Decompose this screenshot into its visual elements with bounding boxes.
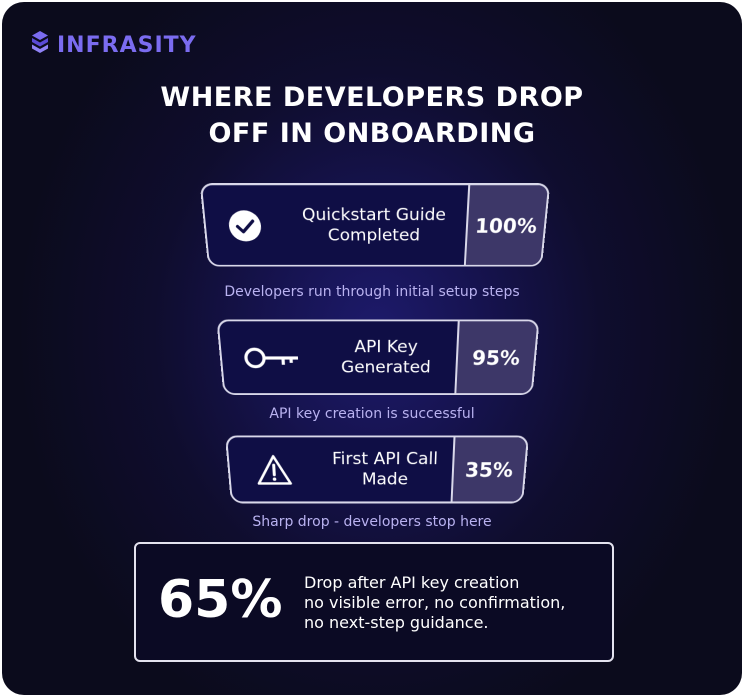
- funnel-stage-api-key: API Key Generated 95%: [216, 319, 540, 396]
- check-circle-icon: [204, 209, 285, 242]
- summary-text: Drop after API key creation no visible e…: [304, 573, 565, 633]
- brand: INFRASITY: [30, 30, 197, 60]
- funnel-stage-first-call: First API Call Made 35%: [224, 435, 530, 504]
- stage-percent: 35%: [450, 437, 527, 502]
- infrasity-logo-icon: [30, 30, 50, 60]
- key-icon: [221, 344, 323, 371]
- stage-percent: 100%: [463, 185, 549, 265]
- stage-caption: API key creation is successful: [269, 406, 475, 422]
- summary-box: 65% Drop after API key creation no visib…: [134, 542, 614, 662]
- stage-percent: 95%: [454, 321, 538, 394]
- stage-caption: Sharp drop - developers stop here: [252, 514, 492, 530]
- stage-caption: Developers run through initial setup ste…: [224, 284, 520, 300]
- warning-triangle-icon: [229, 453, 319, 486]
- page-title-line-1: WHERE DEVELOPERS DROP: [160, 82, 584, 113]
- stage-label: Quickstart Guide Completed: [301, 205, 447, 246]
- summary-value: 65%: [158, 570, 283, 630]
- summary-line: no visible error, no confirmation,: [304, 593, 566, 612]
- summary-line: no next-step guidance.: [304, 613, 489, 632]
- brand-name: INFRASITY: [57, 32, 197, 58]
- page-title-line-2: OFF IN ONBOARDING: [208, 118, 536, 149]
- summary-line: Drop after API key creation: [304, 573, 520, 592]
- funnel-stage-quickstart: Quickstart Guide Completed 100%: [199, 183, 551, 267]
- stage-label: First API Call Made: [331, 449, 439, 490]
- stage-label: API Key Generated: [340, 337, 432, 378]
